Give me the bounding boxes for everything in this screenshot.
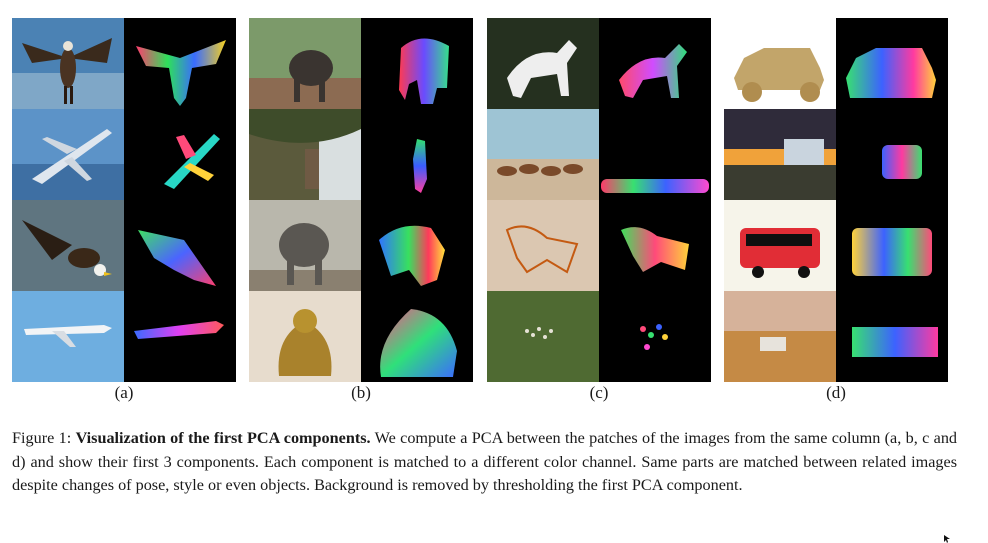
pca-bald-eagle bbox=[124, 200, 236, 291]
photo-elephant-savanna bbox=[249, 18, 361, 109]
photo-ganesha bbox=[249, 291, 361, 382]
pca-suv-desert bbox=[836, 291, 948, 382]
pca-bus-road bbox=[836, 109, 948, 200]
pca-red-bus-drawing bbox=[836, 200, 948, 291]
photo-eagle bbox=[12, 18, 124, 109]
panel-b bbox=[249, 18, 473, 382]
panel-label-c: (c) bbox=[589, 383, 609, 402]
pca-airplane bbox=[124, 109, 236, 200]
caption-title: Visualization of the first PCA component… bbox=[75, 429, 371, 447]
photo-horse-drawing bbox=[487, 200, 599, 291]
caption-label: Figure 1: bbox=[12, 429, 72, 447]
photo-bald-eagle bbox=[12, 200, 124, 291]
pca-eagle bbox=[124, 18, 236, 109]
photo-suv-desert bbox=[724, 291, 836, 382]
panel-label-d: (d) bbox=[826, 383, 846, 402]
photo-herd bbox=[487, 109, 599, 200]
panel-d bbox=[724, 18, 948, 382]
panel-label-a: (a) bbox=[114, 383, 134, 402]
photo-white-horse bbox=[487, 18, 599, 109]
panel-label-b: (b) bbox=[351, 383, 371, 402]
photo-bus-road bbox=[724, 109, 836, 200]
photo-elephant-enclosure bbox=[249, 200, 361, 291]
pca-elephant-savanna bbox=[361, 18, 473, 109]
pca-herd-aerial bbox=[599, 291, 711, 382]
pca-herd bbox=[599, 109, 711, 200]
pca-airliner bbox=[124, 291, 236, 382]
photo-elephant-tree bbox=[249, 109, 361, 200]
photo-cardboard-car bbox=[724, 18, 836, 109]
photo-red-bus-drawing bbox=[724, 200, 836, 291]
pca-white-horse bbox=[599, 18, 711, 109]
pca-cardboard-car bbox=[836, 18, 948, 109]
caption-text: We compute a PCA between the patches of … bbox=[12, 429, 958, 494]
mouse-cursor-icon bbox=[944, 535, 950, 543]
figure-caption: Figure 1: Visualization of the first PCA… bbox=[12, 427, 957, 498]
pca-ganesha bbox=[361, 291, 473, 382]
photo-airliner bbox=[12, 291, 124, 382]
panel-c bbox=[487, 18, 711, 382]
pca-horse-drawing bbox=[599, 200, 711, 291]
pca-elephant-tree bbox=[361, 109, 473, 200]
pca-elephant-enclosure bbox=[361, 200, 473, 291]
photo-herd-aerial bbox=[487, 291, 599, 382]
panel-a bbox=[12, 18, 236, 382]
photo-airplane bbox=[12, 109, 124, 200]
